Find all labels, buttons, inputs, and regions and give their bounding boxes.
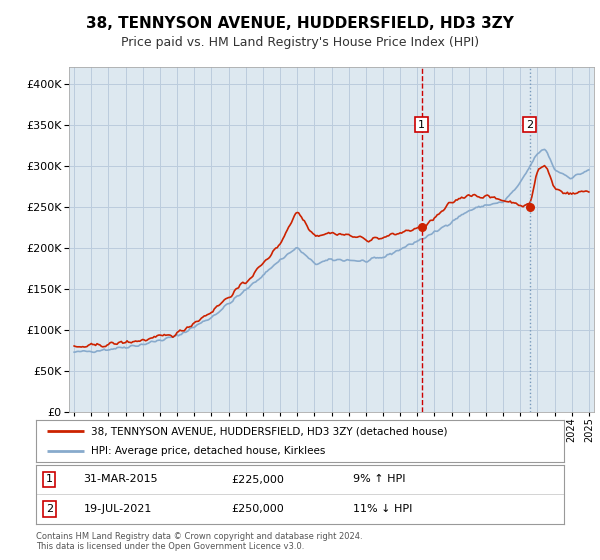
Text: 9% ↑ HPI: 9% ↑ HPI [353,474,406,484]
Text: 38, TENNYSON AVENUE, HUDDERSFIELD, HD3 3ZY: 38, TENNYSON AVENUE, HUDDERSFIELD, HD3 3… [86,16,514,31]
Text: 11% ↓ HPI: 11% ↓ HPI [353,504,412,514]
Text: Price paid vs. HM Land Registry's House Price Index (HPI): Price paid vs. HM Land Registry's House … [121,36,479,49]
Text: 38, TENNYSON AVENUE, HUDDERSFIELD, HD3 3ZY (detached house): 38, TENNYSON AVENUE, HUDDERSFIELD, HD3 3… [91,426,448,436]
Text: 2: 2 [46,504,53,514]
Text: £250,000: £250,000 [232,504,284,514]
Text: 19-JUL-2021: 19-JUL-2021 [83,504,152,514]
Text: 31-MAR-2015: 31-MAR-2015 [83,474,158,484]
Point [417,223,427,232]
Text: 2: 2 [526,120,533,129]
Text: 1: 1 [46,474,53,484]
Text: Contains HM Land Registry data © Crown copyright and database right 2024.
This d: Contains HM Land Registry data © Crown c… [36,532,362,552]
Text: 1: 1 [418,120,425,129]
Text: £225,000: £225,000 [232,474,284,484]
Text: HPI: Average price, detached house, Kirklees: HPI: Average price, detached house, Kirk… [91,446,326,456]
Point [525,202,535,211]
